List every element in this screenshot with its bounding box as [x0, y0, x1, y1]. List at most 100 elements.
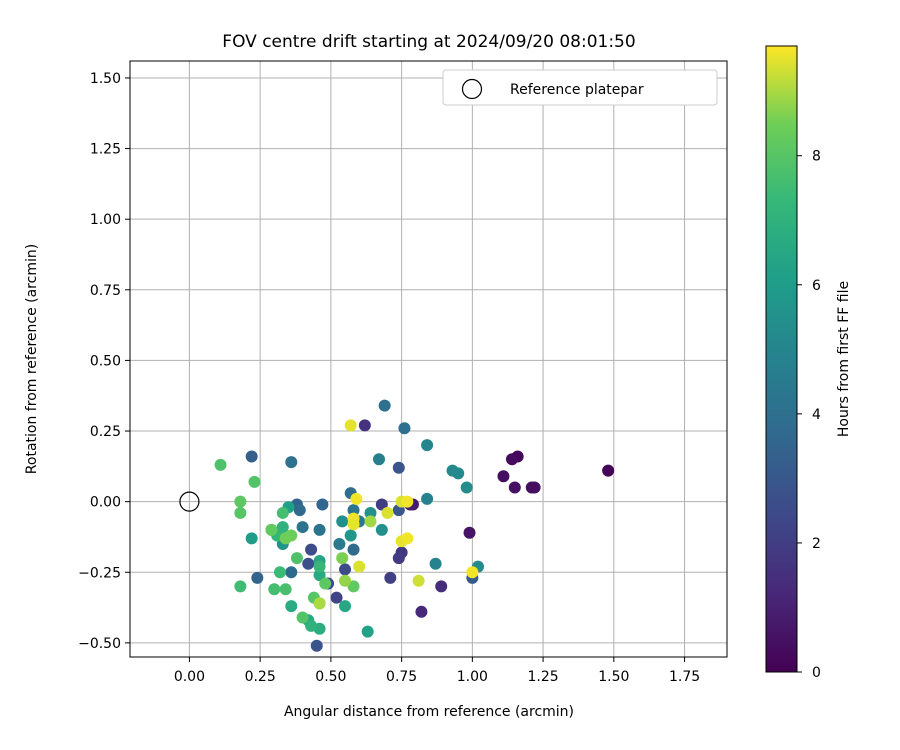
y-axis-label: Rotation from reference (arcmin) [24, 244, 40, 474]
data-point [421, 439, 434, 452]
legend-open-circle-marker [461, 78, 483, 100]
x-axis-ticks: 0.00 0.25 0.50 0.75 1.00 1.25 1.50 1.75 [174, 657, 700, 685]
data-point [375, 498, 388, 511]
plot-area [129, 60, 728, 658]
chart-title: FOV centre drift starting at 2024/09/20 … [222, 32, 635, 52]
colorbar-tick-label: 6 [812, 278, 821, 294]
data-point [285, 456, 298, 469]
data-point [347, 504, 360, 517]
data-point [421, 492, 434, 505]
x-tick-label: 1.25 [528, 669, 559, 685]
x-tick-label: 0.50 [315, 669, 346, 685]
data-point [313, 560, 326, 573]
data-point [290, 552, 303, 565]
data-point [525, 481, 538, 494]
data-point [412, 574, 425, 587]
y-tick-label: −0.50 [78, 636, 121, 652]
x-tick-label: 0.25 [245, 669, 276, 685]
grid [130, 61, 727, 657]
y-tick-label: 0.75 [90, 283, 121, 299]
data-point [330, 591, 343, 604]
data-point [602, 464, 615, 477]
data-point [313, 569, 326, 582]
data-point [344, 529, 357, 542]
reference-platepar-point [179, 491, 200, 512]
data-point [358, 419, 371, 432]
data-point [214, 458, 227, 471]
data-point [398, 422, 411, 435]
data-points [214, 399, 615, 652]
data-point [234, 580, 247, 593]
x-tick-label: 1.00 [457, 669, 488, 685]
data-point [381, 506, 394, 519]
data-point [313, 597, 326, 610]
y-axis-ticks: −0.50 −0.25 0.00 0.25 0.50 0.75 1.00 1.25 1.50 [78, 71, 130, 652]
x-axis-label: Angular distance from reference (arcmin) [284, 704, 574, 720]
data-point [248, 475, 261, 488]
data-point [276, 506, 289, 519]
data-point [293, 504, 306, 517]
colorbar-tick-label: 8 [812, 149, 821, 165]
data-point [285, 566, 298, 579]
data-point [415, 605, 428, 618]
data-point [429, 557, 442, 570]
data-point [452, 467, 465, 480]
data-point [336, 515, 349, 528]
y-tick-label: 0.50 [90, 353, 121, 369]
data-point [279, 583, 292, 596]
data-point [319, 577, 332, 590]
x-tick-label: 1.50 [598, 669, 629, 685]
data-point [347, 580, 360, 593]
data-point [463, 526, 476, 539]
y-tick-label: 1.25 [90, 142, 121, 158]
colorbar-tick-label: 2 [812, 536, 821, 552]
data-point [505, 453, 518, 466]
y-tick-label: 1.00 [90, 212, 121, 228]
data-point [313, 523, 326, 536]
data-point [353, 560, 366, 573]
data-point [339, 563, 352, 576]
colorbar-tick-label: 4 [812, 407, 821, 423]
data-point [466, 566, 479, 579]
data-point [245, 450, 258, 463]
data-point [344, 419, 357, 432]
data-point [302, 557, 315, 570]
data-point [384, 571, 397, 584]
x-tick-label: 1.75 [669, 669, 700, 685]
data-point [273, 566, 286, 579]
data-point [372, 453, 385, 466]
data-point [347, 518, 360, 531]
reference-marker [179, 491, 200, 512]
data-point [268, 583, 281, 596]
y-tick-label: 1.50 [90, 71, 121, 87]
data-point [361, 625, 374, 638]
data-point [333, 538, 346, 551]
data-point [497, 470, 510, 483]
y-tick-label: −0.25 [78, 565, 121, 581]
data-point [392, 461, 405, 474]
data-point [265, 523, 278, 536]
legend-box [442, 69, 718, 106]
data-point [460, 481, 473, 494]
data-point [435, 580, 448, 593]
data-point [296, 611, 309, 624]
data-point [279, 532, 292, 545]
x-tick-label: 0.00 [174, 669, 205, 685]
colorbar-ticks: 0 2 4 6 8 [797, 149, 821, 681]
data-point [364, 515, 377, 528]
data-point [364, 506, 377, 519]
data-point [316, 498, 329, 511]
colorbar [765, 45, 798, 673]
x-tick-label: 0.75 [386, 669, 417, 685]
data-point [310, 639, 323, 652]
legend: Reference platepar [442, 69, 718, 106]
data-point [296, 521, 309, 534]
data-point [401, 532, 414, 545]
data-point [305, 619, 318, 632]
data-point [401, 495, 414, 508]
colorbar-label: Hours from first FF file [836, 281, 852, 437]
y-tick-label: 0.25 [90, 424, 121, 440]
data-point [234, 506, 247, 519]
data-point [378, 399, 391, 412]
